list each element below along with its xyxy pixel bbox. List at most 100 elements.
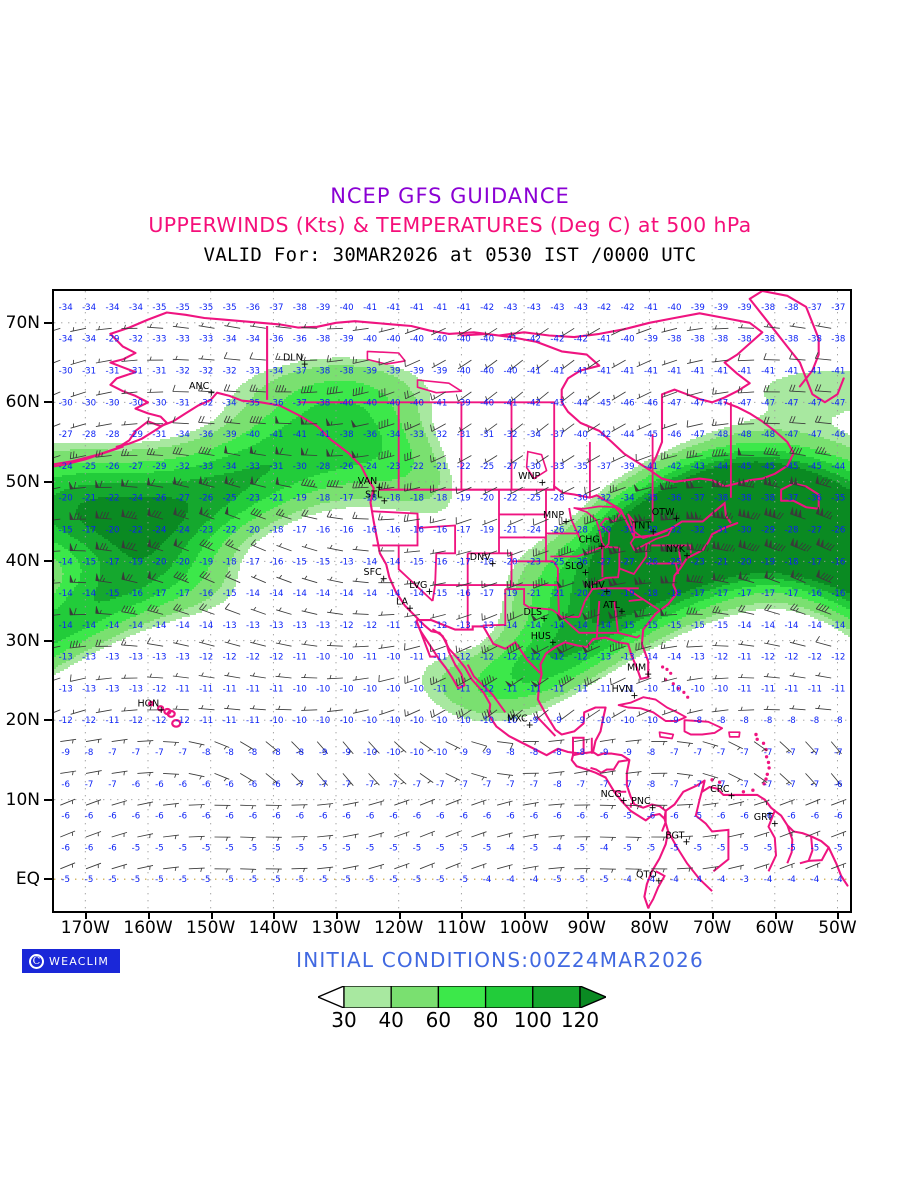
wind-barb: [95, 390, 112, 396]
wind-barb: [481, 613, 498, 621]
station-label: DLS: [523, 607, 542, 618]
temperature-value: -5: [577, 875, 586, 885]
temperature-value: -16: [199, 589, 213, 599]
temperature-value: -31: [129, 367, 143, 377]
wind-barb: [326, 479, 343, 488]
wind-barb: [224, 704, 241, 711]
wind-barb: [482, 518, 498, 526]
wind-barb: [584, 514, 601, 525]
temperature-value: -14: [176, 621, 190, 631]
temperature-value: -25: [550, 557, 564, 567]
station-label: HUS: [531, 631, 551, 642]
temperature-value: -41: [386, 303, 400, 313]
wind-barb: [561, 391, 575, 403]
temperature-value: -19: [621, 589, 635, 599]
wind-barb: [455, 645, 472, 654]
wind-barb: [199, 506, 215, 520]
temperature-value: -19: [457, 494, 471, 504]
wind-barb: [430, 613, 446, 619]
wind-barb: [728, 773, 743, 783]
wind-barb: [660, 608, 678, 616]
temperature-value: -31: [457, 430, 471, 440]
temperature-value: -40: [410, 335, 424, 345]
wind-barb: [634, 513, 652, 523]
wind-barb: [445, 862, 461, 870]
temperature-value: -31: [480, 430, 494, 440]
colorbar-swatch-1: [390, 986, 440, 1008]
wind-barb: [224, 476, 241, 488]
x-axis-label: 120W: [374, 918, 424, 938]
wind-barb: [352, 643, 369, 648]
temperature-value: -8: [787, 716, 796, 726]
temperature-value: -13: [59, 684, 73, 694]
temperature-value: -41: [738, 367, 752, 377]
temperature-value: -17: [340, 494, 354, 504]
wind-barb: [214, 868, 231, 873]
temperature-value: -26: [152, 494, 166, 504]
temperature-value: -28: [105, 430, 119, 440]
temperature-value: -11: [457, 684, 471, 694]
wind-barb: [404, 359, 421, 367]
station-marker-MNP: MNP: [543, 510, 570, 525]
station-marker-SLO: SLO: [565, 561, 589, 576]
temperature-value: -12: [480, 684, 494, 694]
wind-barb: [121, 605, 138, 615]
temperature-value: -39: [738, 303, 752, 313]
wind-barb: [625, 868, 642, 873]
temperature-value: -45: [761, 462, 775, 472]
wind-barb: [481, 550, 498, 557]
wind-barb: [764, 507, 784, 520]
wind-barb: [814, 352, 832, 361]
station-label: SFC: [364, 567, 382, 578]
x-axis-label: 160W: [123, 918, 173, 938]
temperature-value: -19: [293, 494, 307, 504]
temperature-value: -15: [223, 589, 237, 599]
wind-barb: [173, 639, 189, 647]
wind-barb: [198, 672, 215, 679]
temperature-value: -8: [694, 716, 703, 726]
border: [647, 870, 666, 909]
wind-barb: [608, 514, 626, 524]
wind-barb: [608, 545, 626, 555]
temperature-value: -41: [363, 303, 377, 313]
wind-barb: [481, 645, 498, 654]
temperature-value: -6: [647, 812, 656, 822]
temperature-value: -12: [503, 653, 517, 663]
wind-barb: [54, 550, 61, 552]
x-axis-tick: [586, 912, 589, 919]
temperature-value: -15: [105, 589, 119, 599]
coastline: [648, 401, 795, 488]
coastline: [748, 291, 845, 404]
wind-barb: [574, 868, 591, 873]
temperature-value: -40: [410, 398, 424, 408]
temperature-value: -14: [316, 589, 330, 599]
temperature-value: -8: [740, 716, 749, 726]
wind-barb: [609, 677, 626, 686]
temperature-value: -9: [319, 748, 328, 758]
border: [636, 634, 641, 639]
wind-barb: [250, 507, 266, 520]
temperature-value: -19: [761, 557, 775, 567]
wind-barb: [249, 705, 266, 711]
wind-barb: [586, 709, 601, 720]
y-axis-label: 20N: [5, 710, 40, 731]
border: [590, 766, 602, 774]
wind-barb: [69, 607, 87, 616]
temperature-value: -16: [433, 526, 447, 536]
wind-barb: [431, 359, 446, 369]
wind-barb: [404, 709, 421, 717]
station-label: GRT: [754, 812, 773, 823]
temperature-value: -12: [363, 621, 377, 631]
temperature-value: -39: [223, 430, 237, 440]
temperature-value: -42: [574, 335, 588, 345]
temperature-value: -34: [527, 430, 541, 440]
border: [767, 810, 778, 872]
temperature-value: -26: [574, 557, 588, 567]
wind-barb: [95, 325, 112, 331]
wind-barb: [352, 610, 369, 615]
temperature-value: -5: [319, 875, 328, 885]
wind-barb: [85, 770, 102, 775]
wind-barb: [95, 639, 112, 647]
wind-barb: [54, 677, 61, 681]
station-marker-MXC: MXC: [507, 714, 533, 728]
